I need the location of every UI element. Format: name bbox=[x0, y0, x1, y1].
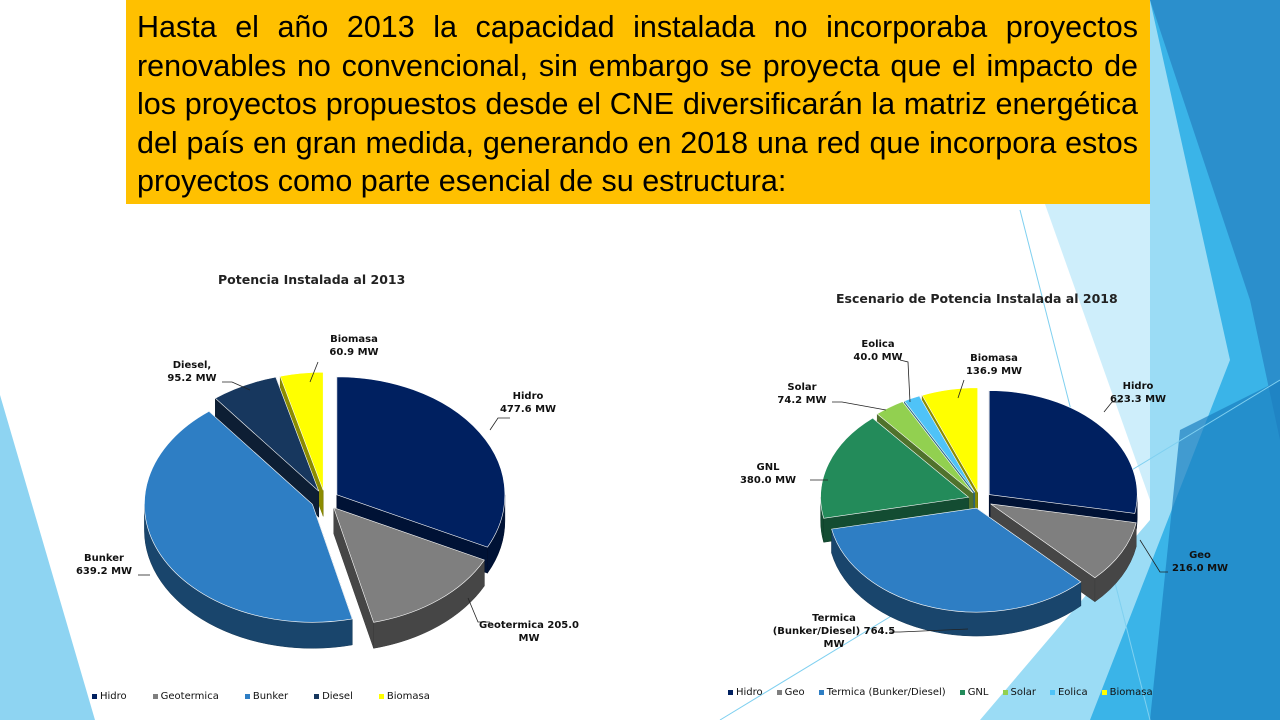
chart2-slice-geo bbox=[990, 503, 1137, 579]
chart2-legend-swatch bbox=[1101, 690, 1107, 695]
chart2-slice-termica-bunker-diesel- bbox=[831, 507, 1082, 613]
chart1-slice-geotermica bbox=[333, 507, 485, 623]
chart1-legend-item-diesel: Diesel bbox=[314, 691, 353, 702]
bg-shape-right-5 bbox=[1150, 380, 1280, 720]
chart1-title: Potencia Instalada al 2013 bbox=[218, 272, 406, 287]
chart1-legend: Hidro Geotermica Bunker Diesel Biomasa bbox=[92, 691, 456, 702]
chart2-slice-solar bbox=[876, 401, 974, 494]
chart2-data-label-biomasa: Biomasa 136.9 MW bbox=[966, 353, 1022, 377]
chart1-leader-line-hidro bbox=[489, 417, 510, 431]
chart2-leader-line-biomasa bbox=[957, 379, 965, 399]
chart1-legend-label: Hidro bbox=[100, 691, 127, 702]
chart2-data-label-hidro: Hidro 623.3 MW bbox=[1110, 381, 1166, 405]
chart2-slice-eolica bbox=[903, 395, 976, 493]
chart1-slice-hidro bbox=[336, 376, 506, 548]
chart2-title: Escenario de Potencia Instalada al 2018 bbox=[836, 291, 1118, 306]
chart1-legend-item-biomasa: Biomasa bbox=[378, 691, 430, 702]
bg-triangle-left bbox=[0, 395, 95, 720]
headline-text: Hasta el año 2013 la capacidad instalada… bbox=[126, 0, 1150, 204]
chart2-leader-line-termica-bunker-diesel- bbox=[890, 628, 969, 633]
chart1-legend-item-hidro: Hidro bbox=[92, 691, 127, 702]
chart1-leader-line-geotermica bbox=[467, 597, 490, 623]
chart1-legend-label: Bunker bbox=[252, 691, 289, 702]
chart2-legend-item-biomasa: Biomasa bbox=[1101, 687, 1153, 698]
chart2-legend-swatch bbox=[728, 690, 733, 695]
chart2-legend-item-eolica: Eolica bbox=[1049, 687, 1088, 698]
chart2-legend-swatch bbox=[818, 690, 824, 695]
chart1-data-label-bunker: Bunker 639.2 MW bbox=[76, 553, 132, 577]
chart2-legend-swatch bbox=[776, 690, 782, 695]
chart2-legend-swatch bbox=[1002, 690, 1008, 695]
chart2-legend-item-termica-bunker-diesel-: Termica (Bunker/Diesel) bbox=[818, 687, 946, 698]
chart2-data-label-solar: Solar 74.2 MW bbox=[777, 382, 826, 406]
chart1-legend-swatch bbox=[314, 694, 320, 699]
chart2-data-label-geo: Geo 216.0 MW bbox=[1172, 550, 1228, 574]
chart1-leader-line-diesel bbox=[222, 381, 251, 391]
chart2-legend-item-hidro: Hidro bbox=[728, 687, 763, 698]
chart2-slice-hidro bbox=[988, 390, 1138, 514]
chart1-slice-biomasa bbox=[279, 371, 324, 491]
bg-shape-right-4 bbox=[1040, 190, 1150, 500]
chart1-legend-swatch bbox=[244, 694, 250, 699]
chart2-data-label-termica-bunker-diesel-: Termica (Bunker/Diesel) 764.5 MW bbox=[773, 613, 896, 650]
chart2-slice-biomasa bbox=[921, 387, 979, 493]
chart2-slice-gnl bbox=[820, 417, 970, 519]
chart2-legend-label: Termica (Bunker/Diesel) bbox=[826, 687, 946, 698]
chart1-legend-label: Diesel bbox=[322, 691, 353, 702]
chart2-legend-label: GNL bbox=[967, 687, 989, 698]
chart2-legend-item-gnl: GNL bbox=[959, 687, 989, 698]
chart2-legend-label: Solar bbox=[1010, 687, 1036, 698]
chart2-legend-item-geo: Geo bbox=[776, 687, 805, 698]
chart1-legend-item-bunker: Bunker bbox=[244, 691, 289, 702]
chart1-legend-swatch bbox=[378, 694, 384, 699]
chart1-data-label-hidro: Hidro 477.6 MW bbox=[500, 391, 556, 415]
chart1-legend-swatch bbox=[152, 694, 158, 699]
chart2-leader-line-eolica bbox=[899, 359, 911, 403]
bg-shape-right-3 bbox=[1150, 0, 1280, 440]
chart1-legend-item-geotermica: Geotermica bbox=[152, 691, 219, 702]
chart2-leader-line-hidro bbox=[1103, 401, 1122, 413]
chart2-leader-line-geo bbox=[1139, 539, 1168, 573]
chart1-legend-label: Biomasa bbox=[386, 691, 430, 702]
chart2-legend-label: Biomasa bbox=[1109, 687, 1153, 698]
chart1-leader-line-biomasa bbox=[309, 361, 319, 383]
chart2-legend-label: Hidro bbox=[736, 687, 763, 698]
chart2-data-label-eolica: Eolica 40.0 MW bbox=[853, 339, 902, 363]
chart2-legend-label: Eolica bbox=[1057, 687, 1088, 698]
chart2-legend-swatch bbox=[959, 690, 965, 695]
chart2-leader-line-solar bbox=[832, 401, 887, 411]
chart1-legend-label: Geotermica bbox=[160, 691, 219, 702]
chart2-legend-item-solar: Solar bbox=[1002, 687, 1036, 698]
chart2-data-label-gnl: GNL 380.0 MW bbox=[740, 462, 796, 486]
chart2-legend: Hidro Geo Termica (Bunker/Diesel) GNL Solar E… bbox=[728, 687, 1167, 698]
chart1-legend-swatch bbox=[92, 694, 97, 699]
chart1-data-label-geotermica: Geotermica 205.0 MW bbox=[479, 620, 579, 644]
chart1-slice-bunker bbox=[144, 410, 353, 623]
chart1-data-label-biomasa: Biomasa 60.9 MW bbox=[329, 334, 378, 358]
chart2-legend-swatch bbox=[1049, 690, 1055, 695]
chart2-legend-label: Geo bbox=[784, 687, 805, 698]
chart1-data-label-diesel: Diesel, 95.2 MW bbox=[167, 360, 216, 384]
chart1-slice-diesel bbox=[214, 376, 320, 492]
